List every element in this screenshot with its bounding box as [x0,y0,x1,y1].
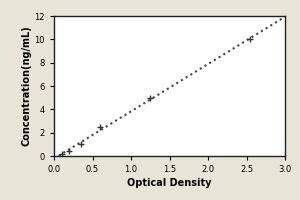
Point [67,150,72,153]
Point [98,125,103,128]
X-axis label: Optical Density: Optical Density [127,178,212,188]
Y-axis label: Concentration(ng/mL): Concentration(ng/mL) [22,26,32,146]
Point [148,96,153,99]
Point [79,143,83,146]
Point [248,38,253,41]
Point [59,152,64,155]
